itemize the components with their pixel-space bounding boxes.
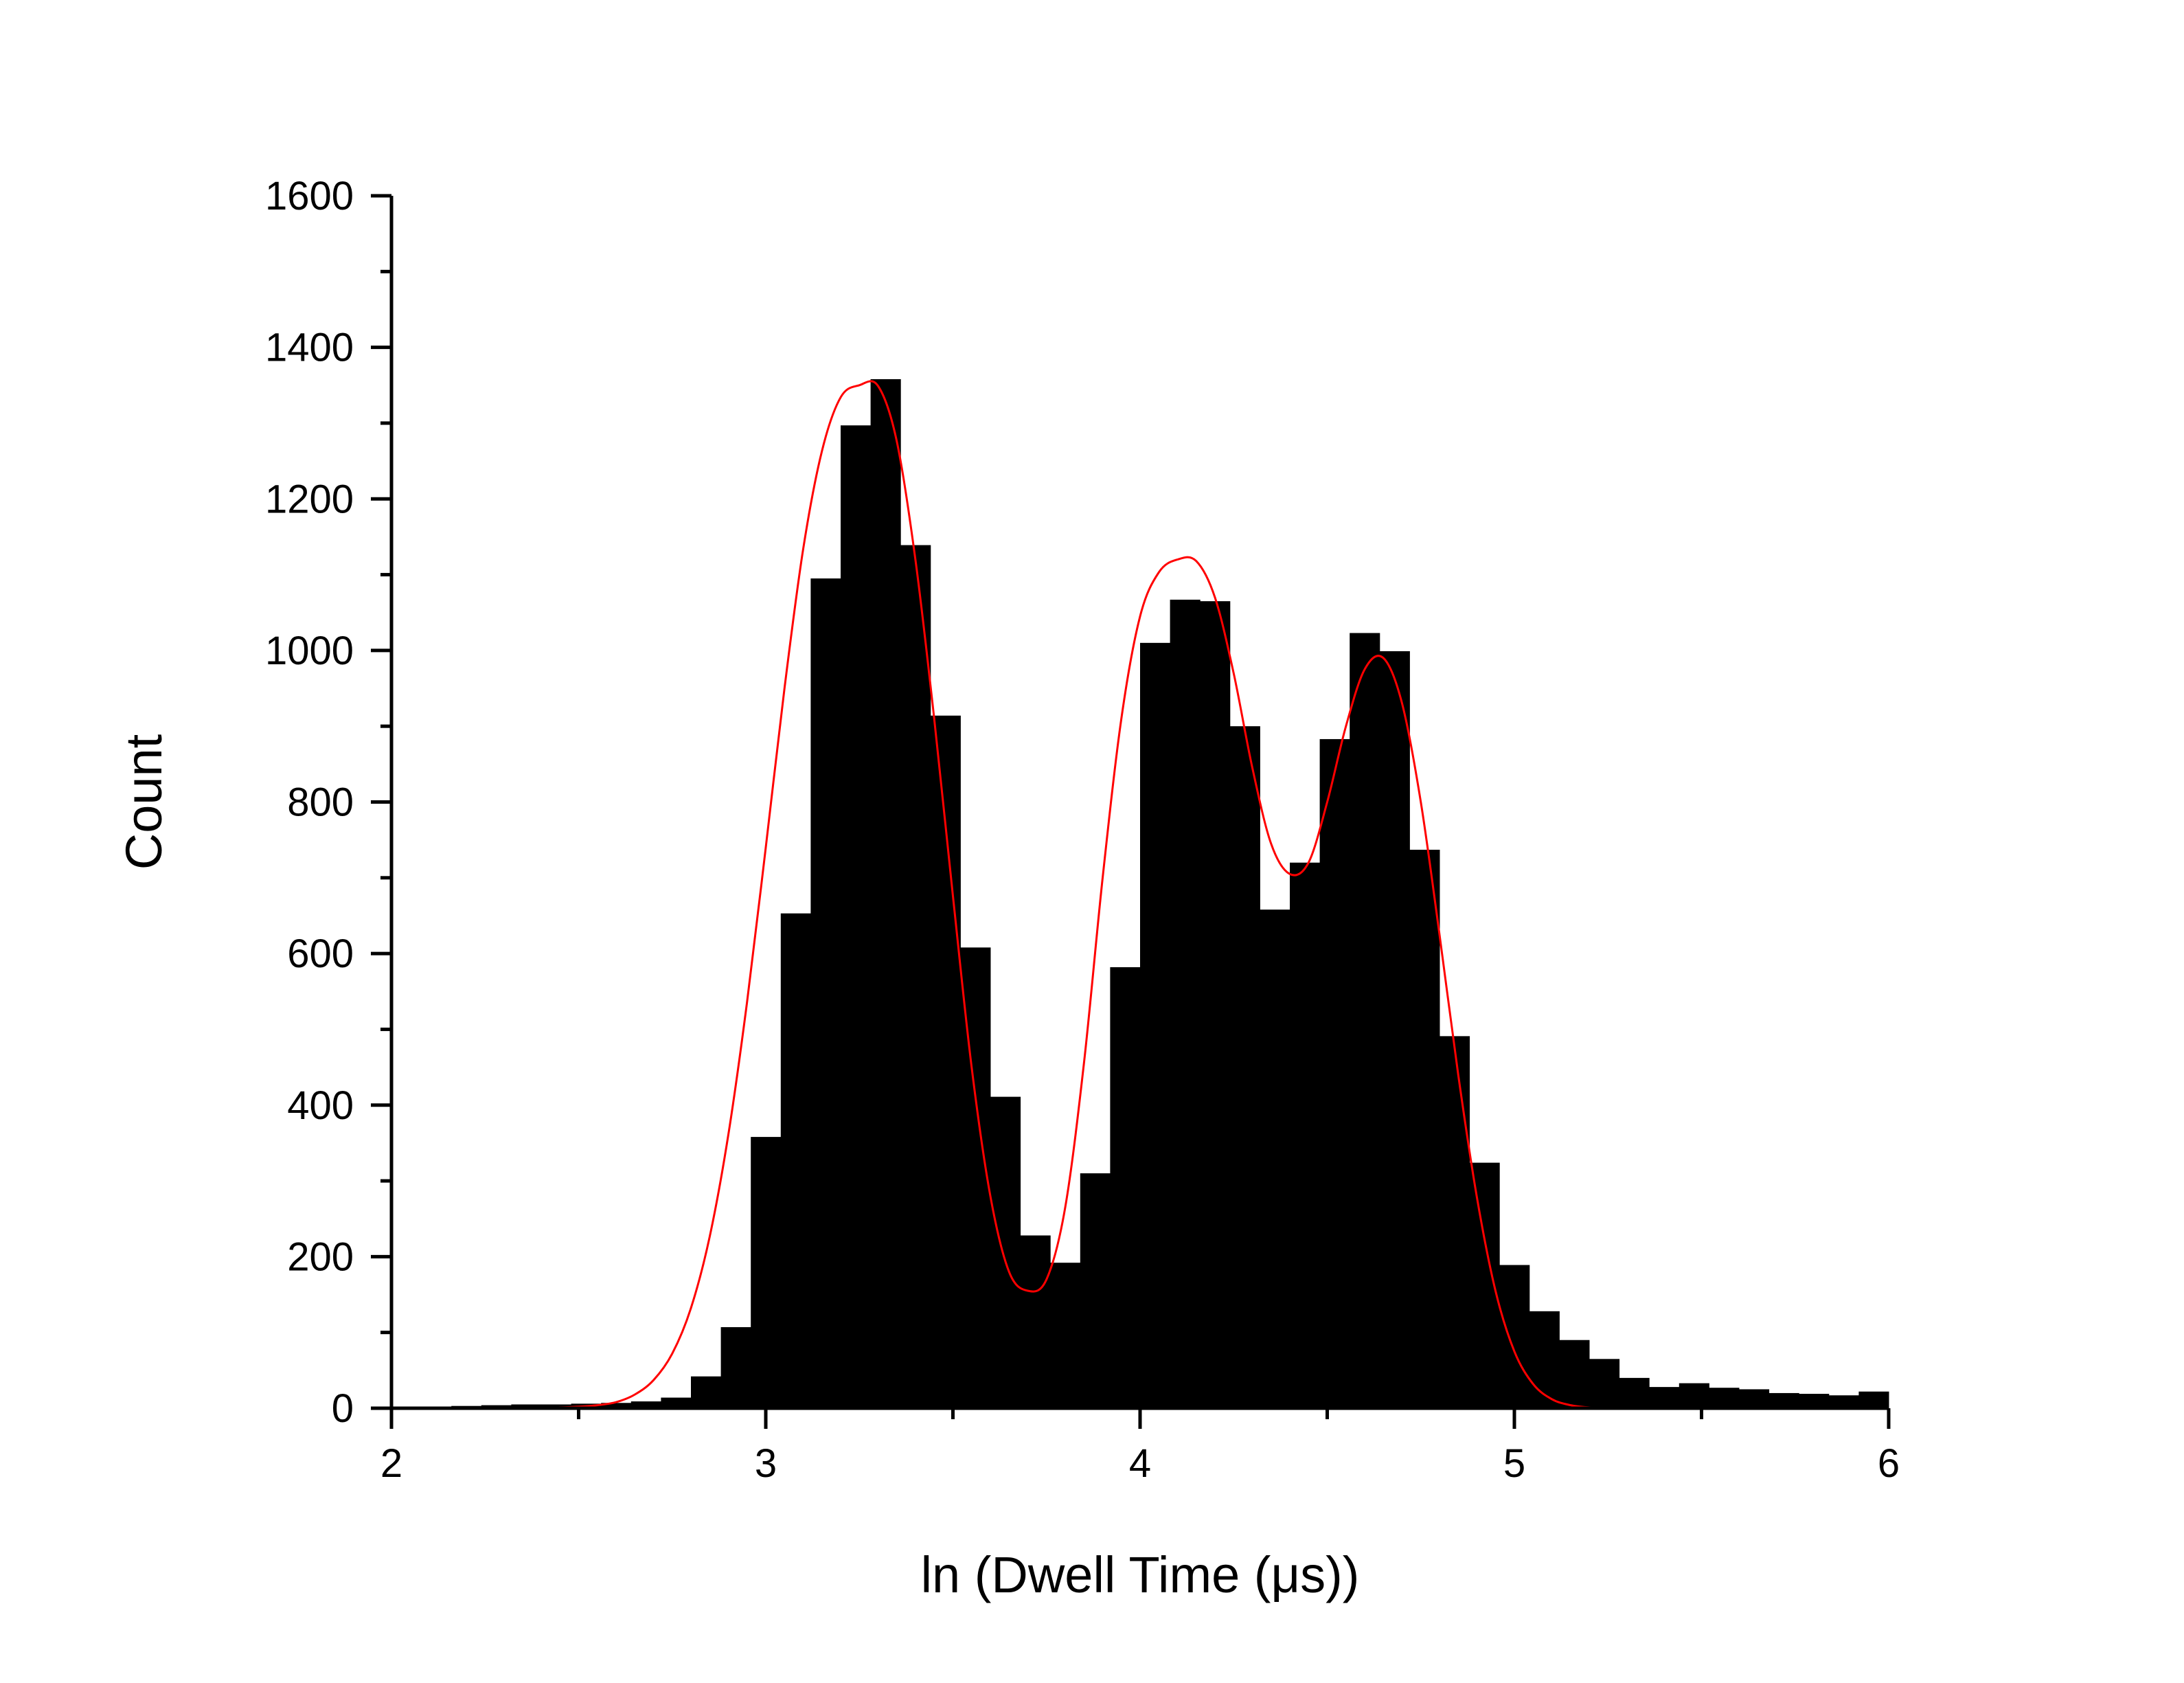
y-tick-label: 1200 — [265, 477, 354, 521]
x-tick-label: 2 — [380, 1441, 402, 1486]
histogram-bar — [1739, 1389, 1770, 1408]
y-tick-label: 200 — [287, 1234, 354, 1279]
histogram-bar — [601, 1403, 632, 1408]
histogram-bar — [1619, 1377, 1650, 1408]
histogram-bar — [691, 1376, 722, 1408]
histogram-bar — [841, 425, 872, 1409]
x-tick-label: 6 — [1878, 1441, 1900, 1486]
histogram-bar — [1679, 1383, 1709, 1408]
histogram-bar — [810, 578, 841, 1408]
y-tick-label: 400 — [287, 1083, 354, 1128]
x-tick-label: 4 — [1129, 1441, 1151, 1486]
histogram-bar — [870, 379, 901, 1408]
histogram-bar — [990, 1096, 1021, 1408]
histogram-bar — [1080, 1173, 1111, 1408]
histogram-bar — [1050, 1263, 1081, 1408]
histogram-bar — [1799, 1394, 1830, 1408]
histogram-bar — [1440, 1036, 1470, 1408]
histogram-bar — [1319, 738, 1350, 1408]
x-axis-ticks: 2 3 4 5 6 — [380, 1408, 1900, 1486]
histogram-bar — [900, 545, 931, 1408]
histogram-bar — [1828, 1395, 1859, 1408]
y-tick-label: 800 — [287, 780, 354, 825]
axes: 2 3 4 5 6 0 200 400 600 800 1000 1200 1400 1600 — [265, 174, 1900, 1486]
histogram-bars — [391, 379, 1889, 1409]
histogram-bar — [511, 1404, 542, 1408]
histogram-bar — [1020, 1235, 1051, 1408]
histogram-bar — [960, 947, 991, 1408]
y-axis-ticks: 0 200 400 600 800 1000 1200 1400 1600 — [265, 174, 391, 1431]
histogram-bar — [1529, 1311, 1560, 1408]
histogram-bar — [1858, 1391, 1889, 1408]
x-axis-label: ln (Dwell Time (μs)) — [921, 1546, 1360, 1603]
histogram-bar — [1649, 1387, 1680, 1408]
histogram-bar — [1409, 849, 1440, 1408]
histogram-bar — [630, 1401, 661, 1408]
histogram-bar — [1379, 651, 1410, 1408]
histogram-bar — [1709, 1388, 1740, 1408]
y-tick-label: 0 — [332, 1386, 354, 1431]
histogram-bar — [1768, 1392, 1799, 1408]
histogram-bar — [661, 1397, 692, 1408]
y-tick-label: 1400 — [265, 326, 354, 370]
x-tick-label: 3 — [755, 1441, 777, 1486]
histogram-bar — [1170, 599, 1201, 1409]
x-tick-label: 5 — [1503, 1441, 1525, 1486]
histogram-bar — [1559, 1340, 1590, 1408]
y-tick-label: 600 — [287, 931, 354, 976]
histogram-bar — [1229, 726, 1260, 1408]
histogram-bar — [1589, 1359, 1620, 1408]
y-axis-label: Count — [115, 734, 172, 870]
histogram-bar — [780, 913, 811, 1408]
histogram-bar — [1200, 601, 1231, 1408]
histogram-bar — [1110, 967, 1141, 1408]
histogram-bar — [541, 1404, 572, 1408]
histogram-bar — [1140, 642, 1171, 1408]
y-tick-label: 1600 — [265, 174, 354, 218]
histogram-bar — [720, 1326, 751, 1408]
histogram-bar — [1260, 910, 1290, 1408]
histogram-bar — [1350, 633, 1380, 1408]
histogram-bar — [1499, 1265, 1530, 1408]
histogram-bar — [751, 1137, 782, 1408]
y-tick-label: 1000 — [265, 629, 354, 673]
histogram-bar — [1290, 862, 1321, 1408]
